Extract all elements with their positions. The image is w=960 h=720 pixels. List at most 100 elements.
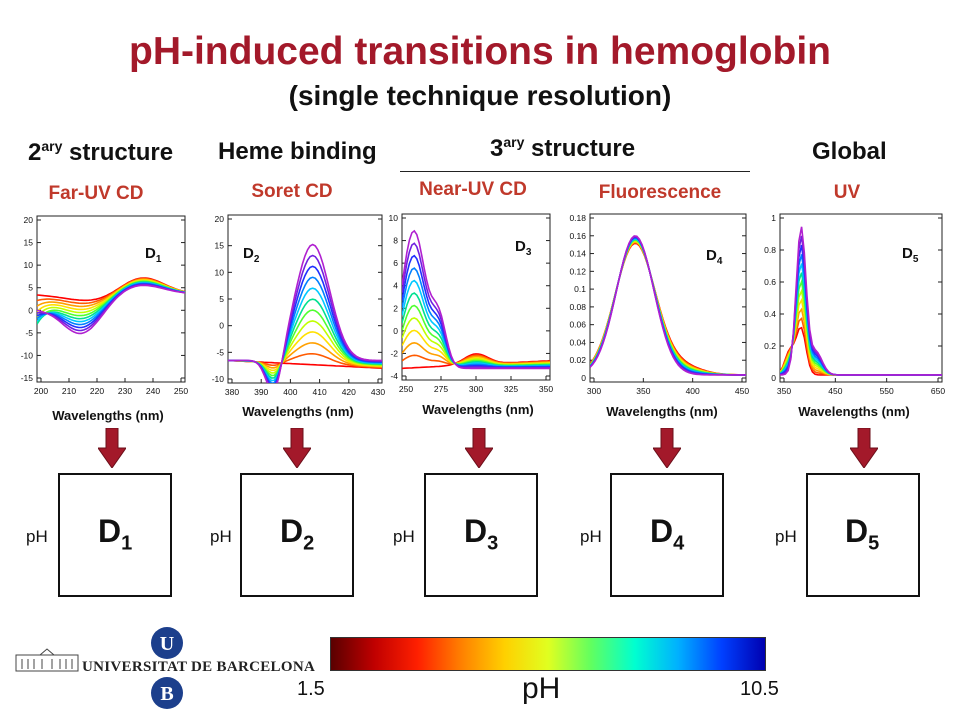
panel-d-label: D5 bbox=[902, 245, 919, 265]
y-tick-label: 10 bbox=[389, 213, 399, 223]
y-tick-label: 15 bbox=[24, 238, 34, 248]
y-tick-label: -10 bbox=[212, 374, 225, 384]
university-b-emblem-icon: B bbox=[151, 677, 183, 709]
y-tick-label: 0.06 bbox=[569, 320, 586, 330]
y-tick-label: 0.16 bbox=[569, 231, 586, 241]
technique-fluorescence: Fluorescence bbox=[598, 182, 722, 203]
panel-d-label: D2 bbox=[243, 245, 260, 265]
matrix-ph-label: pH bbox=[393, 527, 415, 546]
y-tick-label: 0.12 bbox=[569, 266, 586, 276]
matrix-d1 bbox=[58, 473, 172, 597]
matrix-d3 bbox=[424, 473, 538, 597]
y-tick-label: -15 bbox=[21, 373, 34, 383]
x-tick-label: 350 bbox=[636, 386, 650, 396]
x-tick-label: 650 bbox=[931, 386, 945, 396]
technique-near-uv-cd: Near-UV CD bbox=[419, 179, 527, 200]
scale-title: pH bbox=[522, 672, 561, 705]
panel-d-label: D4 bbox=[706, 247, 723, 267]
y-tick-label: 0 bbox=[581, 373, 586, 383]
matrix-d2 bbox=[240, 473, 354, 597]
y-tick-label: 6 bbox=[393, 258, 398, 268]
x-tick-label: 350 bbox=[539, 384, 553, 394]
university-building-icon bbox=[15, 648, 79, 672]
y-tick-label: 0.4 bbox=[764, 309, 776, 319]
y-tick-label: 5 bbox=[28, 283, 33, 293]
matrix-ph-label: pH bbox=[210, 527, 232, 546]
y-tick-label: 0.2 bbox=[764, 341, 776, 351]
scale-max-label: 10.5 bbox=[740, 678, 779, 700]
header-heme-binding: Heme binding bbox=[218, 138, 377, 165]
y-tick-label: 0.1 bbox=[574, 284, 586, 294]
svg-text:B: B bbox=[160, 683, 173, 705]
matrix-d5 bbox=[806, 473, 920, 597]
y-tick-label: 20 bbox=[24, 215, 34, 225]
matrix-d1-label: D1 bbox=[98, 513, 133, 555]
technique-uv: UV bbox=[833, 182, 861, 203]
x-tick-label: 240 bbox=[146, 386, 160, 396]
y-tick-label: 0.04 bbox=[569, 337, 586, 347]
arrow-down-icon bbox=[653, 428, 681, 468]
y-tick-label: 0 bbox=[28, 305, 33, 315]
y-tick-label: 0 bbox=[771, 373, 776, 383]
scale-min-label: 1.5 bbox=[297, 678, 325, 700]
x-tick-label: 250 bbox=[174, 386, 188, 396]
x-tick-label: 210 bbox=[62, 386, 76, 396]
y-tick-label: 2 bbox=[393, 303, 398, 313]
technique-far-uv-cd: Far-UV CD bbox=[48, 183, 144, 204]
x-tick-label: 275 bbox=[434, 384, 448, 394]
arrow-down-icon bbox=[465, 428, 493, 468]
y-tick-label: 5 bbox=[219, 294, 224, 304]
x-tick-label: 230 bbox=[118, 386, 132, 396]
panel-d-label: D1 bbox=[145, 245, 162, 265]
technique-soret-cd: Soret CD bbox=[251, 181, 333, 202]
matrix-d2-label: D2 bbox=[280, 513, 315, 555]
slide-title: pH-induced transitions in hemoglobin bbox=[129, 30, 831, 73]
y-tick-label: -10 bbox=[21, 350, 34, 360]
header-global: Global bbox=[812, 138, 887, 165]
xlabel-near-uv: Wavelengths (nm) bbox=[422, 402, 534, 417]
x-tick-label: 400 bbox=[283, 387, 297, 397]
x-tick-label: 410 bbox=[313, 387, 327, 397]
y-tick-label: 0.18 bbox=[569, 213, 586, 223]
y-tick-label: 0.14 bbox=[569, 249, 586, 259]
x-tick-label: 550 bbox=[880, 386, 894, 396]
arrow-down-icon bbox=[850, 428, 878, 468]
y-tick-label: 10 bbox=[215, 267, 225, 277]
spectrum-curve bbox=[37, 284, 185, 335]
matrix-d3-label: D3 bbox=[464, 513, 499, 555]
panel-d-label: D3 bbox=[515, 238, 532, 258]
x-tick-label: 250 bbox=[399, 384, 413, 394]
y-tick-label: 10 bbox=[24, 260, 34, 270]
x-tick-label: 380 bbox=[225, 387, 239, 397]
slide-subtitle: (single technique resolution) bbox=[288, 80, 672, 111]
x-tick-label: 300 bbox=[587, 386, 601, 396]
xlabel-soret: Wavelengths (nm) bbox=[242, 404, 354, 419]
arrow-down-icon bbox=[283, 428, 311, 468]
spectrum-curve bbox=[228, 243, 382, 383]
ph-color-scale bbox=[330, 637, 766, 671]
x-tick-label: 420 bbox=[342, 387, 356, 397]
xlabel-fluorescence: Wavelengths (nm) bbox=[606, 404, 718, 419]
x-tick-label: 220 bbox=[90, 386, 104, 396]
y-tick-label: 0 bbox=[219, 321, 224, 331]
matrix-d4 bbox=[610, 473, 724, 597]
matrix-ph-label: pH bbox=[26, 527, 48, 546]
spectrum-curve bbox=[590, 235, 746, 376]
x-tick-label: 400 bbox=[686, 386, 700, 396]
spectrum-curve bbox=[780, 226, 942, 376]
y-tick-label: 0.8 bbox=[764, 245, 776, 255]
header-tertiary-structure: 3ary structure bbox=[490, 134, 636, 162]
y-tick-label: 0.08 bbox=[569, 302, 586, 312]
spectrum-curve bbox=[402, 229, 550, 370]
x-tick-label: 430 bbox=[371, 387, 385, 397]
x-tick-label: 200 bbox=[34, 386, 48, 396]
y-tick-label: 20 bbox=[215, 214, 225, 224]
xlabel-uv: Wavelengths (nm) bbox=[798, 404, 910, 419]
matrix-ph-label: pH bbox=[580, 527, 602, 546]
